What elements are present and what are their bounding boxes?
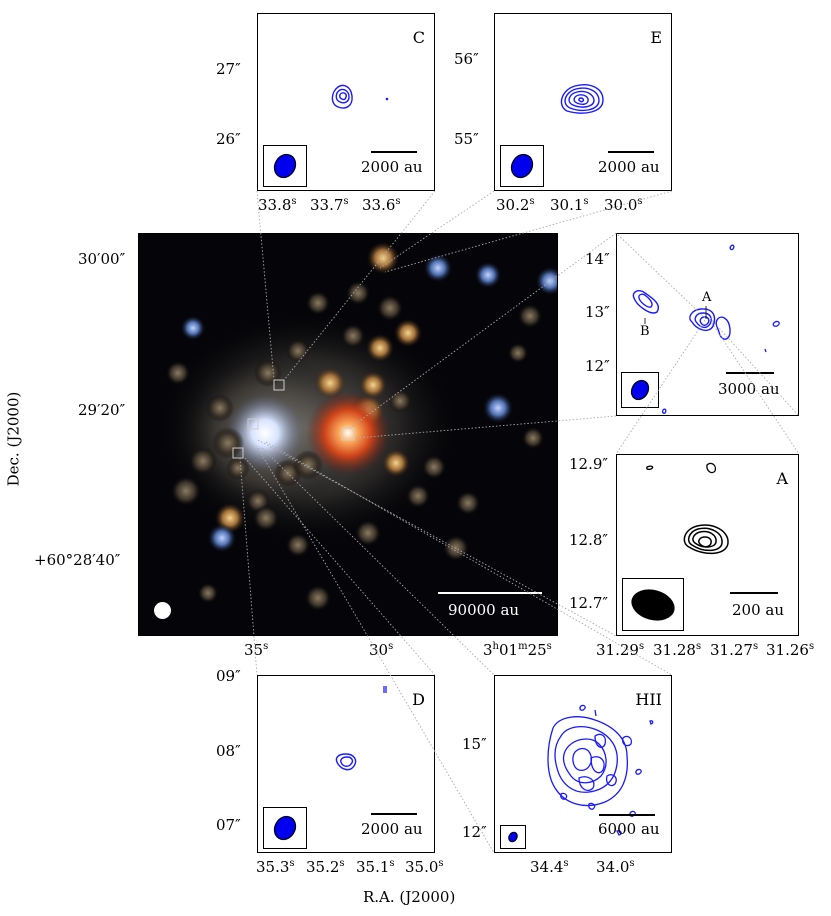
dec-axis-label: Dec. (J2000) xyxy=(4,391,23,487)
panel-A-dec-tick: 12.9″ xyxy=(569,455,609,473)
panel-C-label: C xyxy=(412,28,425,47)
panel-AB-scalebar-label: 3000 au xyxy=(718,380,780,398)
main-beam xyxy=(154,602,171,619)
panel-D-ra-tick: 35.2s xyxy=(306,858,345,876)
marker-C xyxy=(273,379,285,391)
panel-D-scalebar xyxy=(371,813,417,815)
panel-AB-beam-box xyxy=(621,372,659,408)
main-dec-tick: 29′20″ xyxy=(78,401,126,419)
panel-D-ra-tick: 35.0s xyxy=(405,858,444,876)
ra-axis-label: R.A. (J2000) xyxy=(363,888,456,906)
panel-AB-dec-tick: 14″ xyxy=(585,250,610,268)
panel-AB-scalebar xyxy=(726,372,774,374)
panel-A-scalebar-label: 200 au xyxy=(732,601,785,619)
panel-AB-label-B: B xyxy=(640,324,650,339)
main-dec-tick: 30′00″ xyxy=(78,250,126,268)
panel-AB-dec-tick: 12″ xyxy=(585,357,610,375)
panel-HII-scalebar xyxy=(599,814,655,816)
main-ra-tick: 30s xyxy=(369,641,394,659)
panel-D-dec-tick: 08″ xyxy=(216,742,241,760)
panel-D-dec-tick: 09″ xyxy=(216,667,241,685)
main-dec-tick: +60°28′40″ xyxy=(34,551,121,569)
panel-C: C 2000 au xyxy=(257,13,435,191)
panel-D-ra-tick: 35.1s xyxy=(356,858,395,876)
panel-HII-ra-tick: 34.4s xyxy=(530,858,569,876)
main-frame xyxy=(138,233,558,636)
panel-A-label: A xyxy=(776,469,788,488)
panel-A-ra-tick: 31.27s xyxy=(710,641,759,659)
panel-C-ra-tick: 33.7s xyxy=(310,196,349,214)
panel-A-ra-tick: 31.26s xyxy=(766,641,815,659)
panel-D: D 2000 au xyxy=(257,675,435,853)
panel-HII-contours xyxy=(547,704,654,836)
marker-HII xyxy=(247,418,259,430)
panel-E-ra-tick: 30.0s xyxy=(604,196,643,214)
panel-AB-label-A: A xyxy=(702,290,712,305)
panel-E-dec-tick: 55″ xyxy=(454,130,479,148)
panel-HII: HII 6000 au xyxy=(494,675,672,853)
panel-A-scalebar xyxy=(730,592,778,594)
panel-C-scalebar xyxy=(371,151,417,153)
panel-HII-scalebar-label: 6000 au xyxy=(598,820,660,838)
panel-C-dec-tick: 26″ xyxy=(216,130,241,148)
panel-A-ra-tick: 31.28s xyxy=(653,641,702,659)
panel-HII-dec-tick: 15″ xyxy=(462,735,487,753)
panel-E-label: E xyxy=(650,28,662,47)
panel-C-ra-tick: 33.6s xyxy=(362,196,401,214)
panel-C-beam-box xyxy=(263,145,307,187)
main-ra-tick: 35s xyxy=(244,641,269,659)
panel-HII-ra-tick: 34.0s xyxy=(596,858,635,876)
panel-A-contours xyxy=(646,462,729,555)
panel-A-beam-box xyxy=(622,578,684,631)
panel-D-dec-tick: 07″ xyxy=(216,816,241,834)
panel-A-dec-tick: 12.7″ xyxy=(569,594,609,612)
panel-E-dec-tick: 56″ xyxy=(454,50,479,68)
panel-AB: A B 3000 au xyxy=(616,233,799,416)
panel-C-ra-tick: 33.8s xyxy=(258,196,297,214)
panel-D-scalebar-label: 2000 au xyxy=(361,820,423,838)
panel-E-ra-tick: 30.2s xyxy=(496,196,535,214)
panel-C-dec-tick: 27″ xyxy=(216,60,241,78)
panel-E: E 2000 au xyxy=(494,13,672,191)
panel-E-contours xyxy=(560,84,604,114)
panel-E-ra-tick: 30.1s xyxy=(550,196,589,214)
panel-A-ra-tick: 31.29s xyxy=(596,641,645,659)
marker-D xyxy=(232,447,244,459)
panel-E-beam-box xyxy=(500,145,544,187)
panel-D-beam-box xyxy=(263,807,307,849)
panel-C-scalebar-label: 2000 au xyxy=(361,158,423,176)
main-ra-tick: 3h01m25s xyxy=(483,641,552,659)
panel-E-scalebar-label: 2000 au xyxy=(598,158,660,176)
panel-HII-dec-tick: 12″ xyxy=(462,823,487,841)
panel-HII-beam-box xyxy=(500,825,526,849)
panel-E-scalebar xyxy=(608,151,654,153)
panel-AB-dec-tick: 13″ xyxy=(585,303,610,321)
panel-A-dec-tick: 12.8″ xyxy=(569,531,609,549)
panel-A: A 200 au xyxy=(616,454,799,636)
panel-D-ra-tick: 35.3s xyxy=(256,858,295,876)
panel-C-contours xyxy=(331,84,389,109)
panel-HII-label: HII xyxy=(635,690,662,709)
